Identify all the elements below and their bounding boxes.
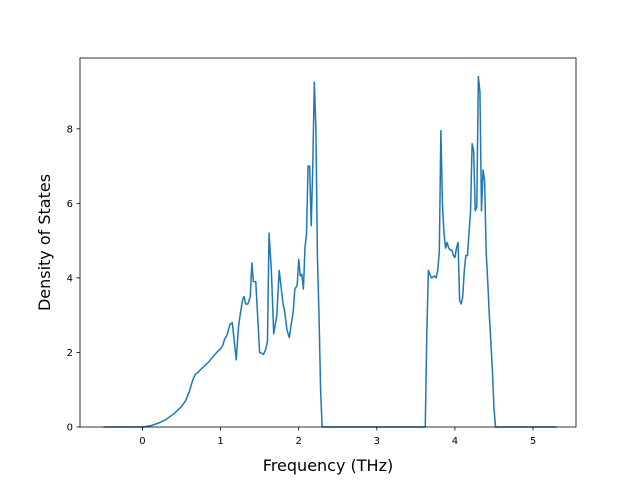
y-tick-label: 2 — [67, 348, 73, 359]
y-tick-label: 6 — [67, 199, 73, 210]
y-tick-label: 4 — [67, 273, 73, 284]
x-tick-label: 0 — [139, 436, 145, 447]
x-tick-label: 5 — [530, 436, 536, 447]
y-axis-title: Density of States — [35, 174, 54, 311]
x-axis-title: Frequency (THz) — [263, 456, 393, 475]
x-tick-label: 1 — [217, 436, 223, 447]
x-tick-label: 3 — [374, 436, 380, 447]
plot-area-frame — [79, 57, 577, 428]
x-tick-label: 4 — [452, 436, 458, 447]
y-tick-label: 8 — [67, 124, 73, 135]
x-tick-label: 2 — [296, 436, 302, 447]
y-tick-label: 0 — [67, 423, 73, 434]
